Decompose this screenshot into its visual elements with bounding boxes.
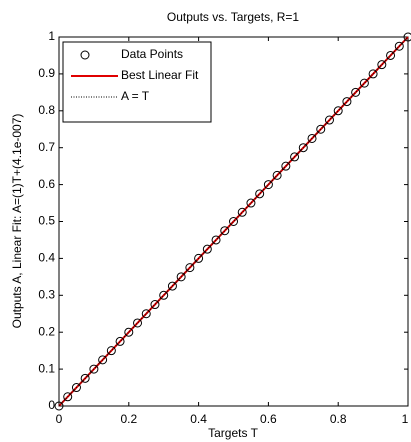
data-point (298, 143, 308, 153)
data-point (403, 32, 411, 42)
data-point (54, 401, 64, 411)
data-point (159, 290, 169, 300)
data-point (255, 189, 265, 199)
data-point (211, 235, 221, 245)
x-tick-label: 0.4 (190, 412, 207, 426)
data-point (229, 217, 238, 226)
y-tick-label: 0.7 (38, 140, 55, 154)
chart-title: Outputs vs. Targets, R=1 (167, 10, 300, 24)
data-point (106, 346, 116, 356)
legend-label: Best Linear Fit (121, 68, 199, 82)
y-tick-label: 0.2 (38, 324, 55, 338)
data-point (246, 198, 256, 208)
data-point (150, 300, 160, 310)
x-axis-label: Targets T (208, 426, 258, 440)
data-point (342, 97, 352, 107)
data-point (394, 41, 404, 51)
data-point (307, 133, 317, 143)
x-tick-label: 0.6 (260, 412, 277, 426)
data-point (359, 78, 369, 88)
data-point (386, 50, 396, 60)
data-point (194, 253, 204, 263)
data-point (63, 392, 73, 402)
data-point (272, 170, 282, 180)
x-tick-label: 1 (402, 412, 409, 426)
data-point (80, 373, 90, 383)
data-point (237, 207, 247, 217)
data-point (202, 244, 212, 254)
data-point (141, 309, 151, 319)
y-tick-label: 0.4 (38, 251, 55, 265)
data-point (316, 124, 326, 134)
data-point (89, 364, 99, 374)
data-point (290, 152, 300, 162)
y-tick-label: 0.8 (38, 103, 55, 117)
legend-label: Data Points (121, 47, 183, 61)
legend-box (62, 41, 212, 123)
data-point (351, 87, 361, 97)
data-point (176, 272, 186, 282)
legend-label: A = T (121, 89, 150, 103)
y-tick-label: 1 (48, 29, 55, 43)
data-point (377, 60, 387, 70)
legend-marker (80, 50, 90, 60)
data-point (71, 383, 81, 393)
data-point (124, 327, 134, 337)
data-point (133, 318, 143, 328)
data-point (98, 355, 108, 365)
data-point (324, 115, 334, 125)
y-tick-label: 0.3 (38, 287, 55, 301)
y-tick-label: 0.6 (38, 177, 55, 191)
data-point (167, 281, 177, 291)
data-point (220, 226, 230, 236)
data-point (333, 106, 343, 116)
x-tick-label: 0 (56, 412, 63, 426)
data-point (115, 336, 125, 346)
y-tick-label: 0.9 (38, 66, 55, 80)
data-point (368, 69, 378, 79)
x-tick-label: 0.8 (330, 412, 347, 426)
data-point (281, 161, 291, 171)
y-tick-label: 0.1 (38, 361, 55, 375)
x-tick-label: 0.2 (120, 412, 137, 426)
data-point (185, 263, 195, 273)
data-point (263, 180, 273, 190)
y-axis-label: Outputs A, Linear Fit: A=(1)T+(4.1e-007) (10, 114, 24, 329)
y-tick-label: 0.5 (38, 214, 55, 228)
y-tick-label: 0 (48, 398, 55, 412)
